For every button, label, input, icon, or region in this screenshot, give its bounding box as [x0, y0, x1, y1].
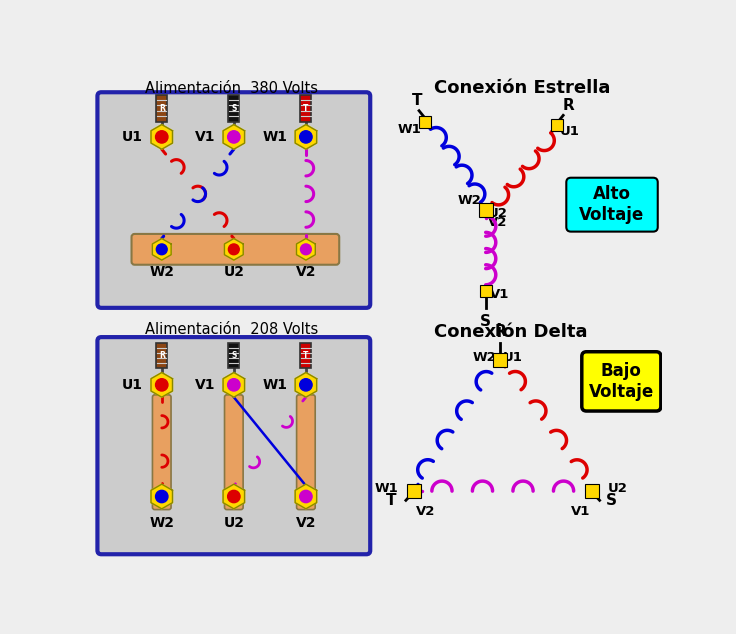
Text: W2: W2: [149, 515, 174, 530]
Text: U2: U2: [488, 207, 508, 220]
Circle shape: [300, 131, 312, 143]
Text: U1: U1: [122, 378, 143, 392]
Text: Conexión Delta: Conexión Delta: [434, 323, 587, 341]
Text: U2: U2: [223, 515, 244, 530]
Text: W1: W1: [262, 130, 287, 144]
Text: S: S: [231, 103, 236, 113]
Text: W1: W1: [262, 378, 287, 392]
Text: T: T: [303, 351, 308, 359]
Text: W1: W1: [375, 482, 398, 495]
Bar: [156, 342, 167, 368]
Text: S: S: [606, 493, 617, 508]
Bar: [228, 94, 239, 122]
FancyBboxPatch shape: [97, 93, 370, 308]
Text: W2: W2: [458, 194, 482, 207]
Polygon shape: [151, 484, 172, 509]
FancyBboxPatch shape: [297, 395, 315, 510]
Text: V2: V2: [416, 505, 435, 518]
Text: U1: U1: [503, 351, 523, 365]
Text: Alimentación  380 Volts: Alimentación 380 Volts: [145, 82, 318, 96]
Polygon shape: [223, 484, 244, 509]
Text: Conexión Estrella: Conexión Estrella: [434, 79, 610, 97]
Text: R: R: [495, 323, 506, 339]
FancyBboxPatch shape: [566, 178, 658, 231]
Circle shape: [227, 131, 240, 143]
Circle shape: [155, 131, 168, 143]
Polygon shape: [151, 373, 172, 397]
Polygon shape: [151, 125, 172, 149]
Text: V2: V2: [296, 515, 316, 530]
Text: R: R: [159, 103, 165, 113]
Text: V1: V1: [195, 378, 215, 392]
Polygon shape: [223, 373, 244, 397]
Text: S: S: [231, 351, 236, 359]
Bar: [300, 342, 311, 368]
Text: T: T: [412, 93, 422, 108]
Text: V1: V1: [571, 505, 590, 518]
Text: W2: W2: [149, 266, 174, 280]
Bar: [300, 94, 311, 122]
Text: T: T: [303, 103, 308, 113]
Circle shape: [228, 244, 239, 255]
Text: Bajo
Voltaje: Bajo Voltaje: [589, 363, 654, 401]
Text: Alto
Voltaje: Alto Voltaje: [579, 185, 645, 224]
Text: W2: W2: [473, 351, 497, 365]
Polygon shape: [295, 125, 316, 149]
Circle shape: [156, 244, 167, 255]
Circle shape: [155, 378, 168, 391]
Text: V2: V2: [296, 266, 316, 280]
FancyBboxPatch shape: [132, 234, 339, 265]
Text: S: S: [480, 314, 491, 329]
Circle shape: [227, 490, 240, 503]
Text: V1: V1: [489, 288, 509, 301]
Text: R: R: [563, 98, 575, 113]
Polygon shape: [224, 238, 243, 260]
Circle shape: [155, 490, 168, 503]
FancyBboxPatch shape: [97, 337, 370, 554]
Text: W1: W1: [397, 123, 422, 136]
Circle shape: [227, 378, 240, 391]
Text: V2: V2: [488, 216, 507, 230]
FancyBboxPatch shape: [581, 352, 661, 411]
FancyBboxPatch shape: [224, 395, 243, 510]
Text: V1: V1: [195, 130, 215, 144]
Bar: [156, 94, 167, 122]
Circle shape: [300, 244, 311, 255]
Circle shape: [300, 378, 312, 391]
Polygon shape: [295, 373, 316, 397]
Polygon shape: [295, 484, 316, 509]
Text: U2: U2: [223, 266, 244, 280]
Text: R: R: [159, 351, 165, 359]
Text: T: T: [386, 493, 397, 508]
Text: U2: U2: [607, 482, 627, 495]
FancyBboxPatch shape: [152, 395, 171, 510]
Polygon shape: [223, 125, 244, 149]
Polygon shape: [152, 238, 171, 260]
Polygon shape: [297, 238, 315, 260]
Bar: [228, 342, 239, 368]
Text: U1: U1: [122, 130, 143, 144]
Text: U1: U1: [559, 125, 579, 138]
Circle shape: [300, 490, 312, 503]
Text: Alimentación  208 Volts: Alimentación 208 Volts: [145, 323, 318, 337]
